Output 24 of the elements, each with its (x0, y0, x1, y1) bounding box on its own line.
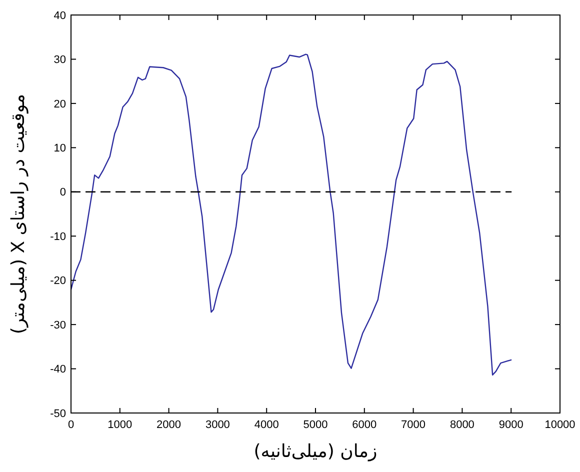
x-tick-label: 5000 (303, 419, 328, 431)
x-tick-label: 8000 (450, 419, 474, 431)
y-tick-label: -50 (50, 408, 66, 420)
y-tick-label: 40 (54, 10, 66, 22)
line-series (71, 54, 512, 376)
x-axis-title: زمان (میلی‌ثانیه) (254, 441, 378, 462)
x-tick-label: 6000 (352, 419, 377, 431)
y-tick-label: -30 (50, 319, 66, 332)
x-tick-label: 7000 (401, 419, 426, 431)
x-tick-label: 4000 (254, 419, 279, 431)
y-tick-label: -20 (50, 275, 66, 288)
y-tick-label: 30 (54, 54, 66, 66)
y-tick-label: 0 (60, 186, 66, 199)
x-tick-label: 0 (68, 419, 74, 431)
y-tick-label: 10 (54, 142, 66, 155)
x-tick-label: 10000 (544, 419, 576, 431)
x-tick-label: 2000 (156, 419, 182, 431)
y-axis-title: موقعیت در راستای X (میلی‌متر) (8, 94, 29, 334)
x-tick-label: 9000 (498, 419, 524, 431)
x-tick-label: 1000 (108, 419, 132, 431)
y-tick-label: 20 (54, 98, 66, 110)
y-tick-label: -40 (50, 364, 66, 376)
y-tick-label: -10 (50, 230, 66, 243)
x-tick-label: 3000 (205, 419, 230, 431)
